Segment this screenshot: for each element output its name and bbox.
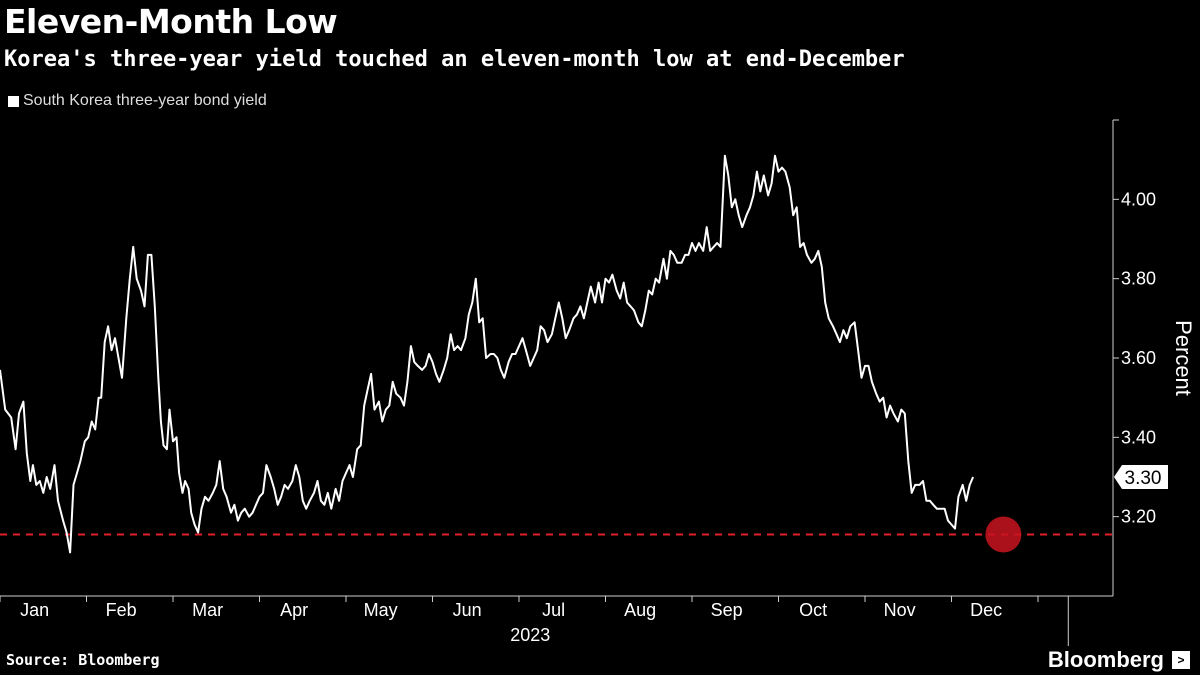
source-note: Source: Bloomberg: [6, 651, 160, 669]
x-tick-label: Jul: [542, 600, 565, 620]
x-tick-label: Jan: [20, 600, 49, 620]
brand-name: Bloomberg: [1047, 647, 1164, 672]
y-tick-label: 3.60: [1121, 348, 1156, 368]
x-tick-label: Nov: [884, 600, 916, 620]
y-tick-label: 3.40: [1121, 427, 1156, 447]
legend-label: South Korea three-year bond yield: [23, 92, 267, 109]
x-tick-label: Dec: [970, 600, 1002, 620]
x-tick-label: Feb: [106, 600, 137, 620]
legend-swatch: [8, 95, 19, 107]
low-highlight-marker: [985, 516, 1022, 553]
y-tick-label: 3.80: [1121, 269, 1156, 289]
y-axis-title: Percent: [1171, 320, 1196, 396]
x-tick-label: Jun: [453, 600, 482, 620]
x-tick-label: Sep: [711, 600, 743, 620]
yield-series-line: [0, 154, 975, 554]
year-label: 2023: [510, 625, 550, 645]
x-tick-label: Aug: [624, 600, 656, 620]
chart-subtitle: Korea's three-year yield touched an elev…: [4, 47, 905, 72]
legend: South Korea three-year bond yield: [8, 90, 267, 112]
x-tick-label: Mar: [192, 600, 223, 620]
brand-logo: Bloomberg >: [1048, 646, 1190, 674]
last-value-label: 3.30: [1125, 468, 1162, 489]
x-tick-label: Oct: [799, 600, 827, 620]
y-tick-label: 3.20: [1121, 507, 1156, 527]
y-tick-label: 4.00: [1121, 189, 1156, 209]
x-tick-label: May: [364, 600, 398, 620]
terminal-icon: >: [1172, 651, 1190, 669]
x-tick-label: Apr: [280, 600, 308, 620]
chart-title: Eleven-Month Low: [4, 2, 338, 41]
last-value-tag: [1114, 465, 1168, 489]
